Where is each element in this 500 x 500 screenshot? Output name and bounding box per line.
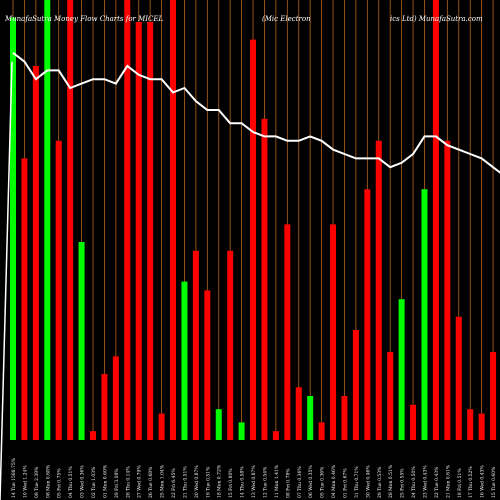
bar (192, 250, 199, 440)
x-tick-label: 22 Tue 0.43% (434, 466, 440, 498)
bar (444, 140, 451, 441)
bar-series (10, 0, 497, 441)
bar (238, 422, 245, 440)
x-tick-label: 18 Fri 0.51% (457, 468, 463, 498)
x-tick-label: 01 Mon 0.60% (102, 464, 108, 498)
line-series (12, 52, 500, 174)
x-tick-label: 17 Thu 0.52% (468, 466, 474, 498)
bar (21, 158, 28, 440)
x-tick-label: 20 Wed 0.87% (194, 465, 200, 498)
bar (204, 290, 211, 440)
x-tick-label: 25 Mon 1.04% (160, 464, 166, 498)
bar (467, 409, 474, 440)
bar (352, 330, 359, 440)
bar (135, 22, 142, 440)
x-tick-label: 04 Thu 0.51% (68, 466, 74, 498)
x-tick-label: 09 Tue 2.39% (34, 466, 40, 498)
bar (387, 352, 394, 440)
bar (181, 281, 188, 440)
x-tick-label: 25 Fri 0.55% (400, 468, 406, 498)
bar (227, 250, 234, 440)
x-tick-label: 24 Thu 0.50% (411, 466, 417, 498)
x-tick-label: 30 Wed 0.46% (365, 465, 371, 498)
x-tick-label: 26 Tue 0.68% (148, 466, 154, 498)
x-tick-label: 16 Wed 0.43% (480, 465, 486, 498)
bar (375, 140, 382, 441)
x-tick-label: 11 Mon 1.41% (274, 464, 280, 498)
bar (215, 409, 222, 440)
x-tick-label: 12 Tue 0.54% (262, 466, 268, 498)
bar (261, 118, 268, 441)
x-tick-label: 01 Fri 0.67% (342, 468, 348, 498)
x-tick-label: 04 Mon 0.46% (331, 464, 337, 498)
bar (490, 352, 497, 440)
bar (90, 431, 97, 440)
x-tick-label: 14 Tue 1588.75% (11, 457, 17, 498)
x-tick-label: 13 Wed 0.87% (251, 465, 257, 498)
x-tick-label: 27 Wed 0.79% (137, 465, 143, 498)
title-text: (Mic Electron (262, 15, 311, 23)
bar (112, 356, 119, 440)
x-tick-label: 05 Tue 0.36% (320, 466, 326, 498)
bar (364, 189, 371, 440)
bar (124, 0, 131, 440)
bar (10, 17, 16, 440)
bar (32, 66, 39, 440)
x-tick-label: 18 Mon 0.72% (217, 464, 223, 498)
x-tick-label: 29 Fri 3.08% (114, 468, 120, 498)
bar (158, 413, 165, 440)
bar (318, 422, 325, 440)
x-tick-label: 21 Mon 0.61% (445, 464, 451, 498)
bar (330, 224, 337, 440)
x-tick-label: 28 Mon 0.51% (388, 464, 394, 498)
bar (307, 396, 314, 440)
x-tick-label: 14 Thu 0.58% (240, 466, 246, 498)
x-tick-label: 29 Tue 0.53% (377, 466, 383, 498)
bar (421, 189, 428, 440)
bar (284, 224, 291, 440)
bar (295, 387, 302, 440)
bar (55, 140, 62, 441)
bar (398, 299, 405, 440)
x-tick-label: 02 Tue 1.03% (91, 466, 97, 498)
x-tick-label: 03 Wed 0.36% (80, 465, 86, 498)
title-text: MunafaSutra Money Flow Charts for MICEL (4, 15, 164, 23)
bar (455, 316, 462, 440)
x-tick-label: 31 Thu 0.71% (354, 466, 360, 498)
x-tick-label: 15 Fri 0.80% (228, 468, 234, 498)
line-lead-in (0, 61, 13, 500)
bar (410, 404, 417, 440)
x-tick-label: 22 Fri 6.45% (171, 468, 177, 498)
bar (67, 0, 74, 440)
x-tick-label: 23 Wed 0.43% (422, 465, 428, 498)
x-tick-label: 19 Tue 0.51% (205, 466, 211, 498)
x-tick-label: 07 Thu 0.36% (297, 466, 303, 498)
bar (147, 22, 154, 440)
x-tick-label: 08 Mon 0.68% (45, 464, 51, 498)
bar (78, 242, 85, 440)
bar (478, 413, 485, 440)
bar (250, 39, 257, 440)
bar (432, 0, 439, 440)
bar (170, 0, 177, 440)
x-tick-label: 21 Thu 0.51% (182, 466, 188, 498)
bar (341, 396, 348, 440)
money-flow-line (0, 52, 500, 500)
title-text: ics Ltd) MunafaSutra.com (390, 15, 483, 23)
x-tick-label: 15 Tue 0.60% (491, 466, 497, 498)
bar (101, 374, 108, 440)
bar (272, 431, 279, 440)
x-tick-label: 10 Wed 1.24% (22, 465, 28, 498)
x-tick-label: 06 Wed 0.35% (308, 465, 314, 498)
bar (44, 0, 51, 440)
x-tick-label: 08 Fri 0.78% (285, 468, 291, 498)
x-tick-labels: 14 Tue 1588.75% 10 Wed 1.24% 09 Tue 2.39% 0… (11, 457, 497, 498)
x-tick-label: 05 Fri 0.75% (57, 468, 63, 498)
chart-title: MunafaSutra Money Flow Charts for MICEL (… (4, 15, 483, 23)
x-tick-label: 28 Thu 0.14% (125, 466, 131, 498)
